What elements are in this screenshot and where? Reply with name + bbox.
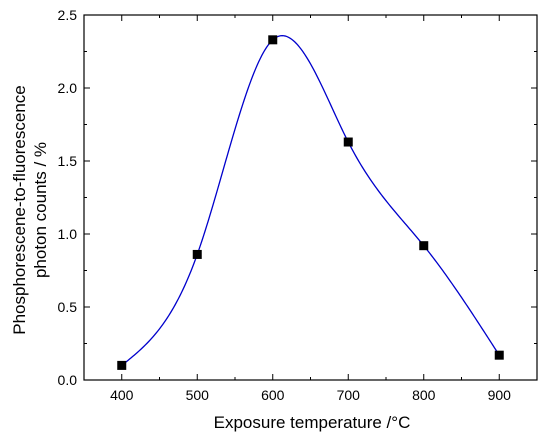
x-tick-label-900: 900 (488, 387, 512, 403)
data-point-600 (268, 35, 278, 45)
y-tick-label-4: 2.0 (58, 80, 78, 96)
data-point-400 (117, 360, 127, 370)
x-tick-label-600: 600 (261, 387, 285, 403)
x-axis-title: Exposure temperature /°C (214, 413, 411, 432)
data-point-700 (343, 137, 353, 147)
x-tick-label-700: 700 (337, 387, 361, 403)
y-tick-label-2: 1.0 (58, 226, 78, 242)
y-axis-title: Phosphorescene-to-fluorescence photon co… (10, 85, 50, 334)
y-tick-label-1: 0.5 (58, 299, 78, 315)
plot-frame (83, 14, 538, 381)
data-point-800 (419, 241, 429, 251)
y-axis-title-line-2: photon counts / % (31, 142, 50, 278)
x-tick-label-500: 500 (186, 387, 210, 403)
x-tick-label-400: 400 (110, 387, 134, 403)
y-tick-label-0: 0.0 (58, 372, 78, 388)
y-tick-label-3: 1.5 (58, 153, 78, 169)
data-point-900 (494, 350, 504, 360)
y-tick-label-5: 2.5 (58, 7, 78, 23)
data-point-500 (192, 249, 202, 259)
series-line-0 (121, 34, 500, 366)
y-axis-title-line-1: Phosphorescene-to-fluorescence (10, 85, 29, 334)
x-tick-label-800: 800 (412, 387, 436, 403)
